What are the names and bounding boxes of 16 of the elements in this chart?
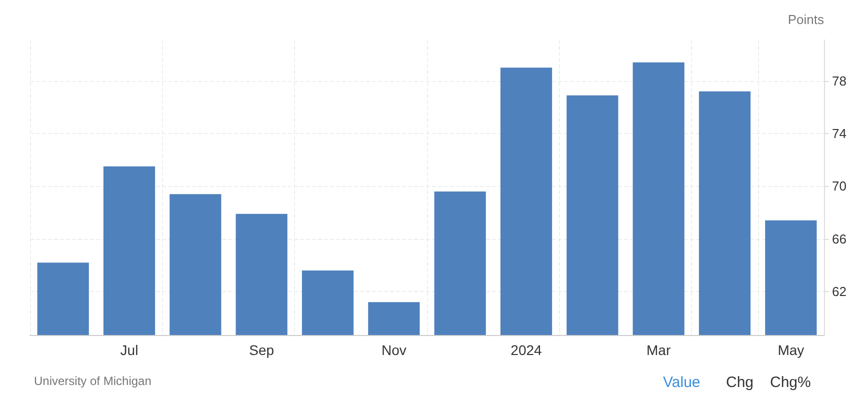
x-tick-label: Nov [381, 342, 406, 358]
y-tick-label: 74 [832, 126, 846, 142]
y-tick-label: 70 [832, 178, 846, 194]
text: Chg [726, 374, 754, 391]
text: University of Michigan [34, 374, 152, 388]
x-tick-label: Sep [249, 342, 274, 358]
y-axis-title: Points [788, 12, 824, 27]
y-tick-label: 62 [832, 284, 846, 300]
text: Chg% [770, 374, 811, 391]
y-tick-label: 66 [832, 231, 846, 246]
text: Value [663, 374, 700, 391]
x-tick-label: Mar [646, 342, 671, 358]
x-tick-label: Jul [120, 342, 138, 358]
y-tick-label: 78 [832, 73, 846, 88]
x-tick-label: May [778, 342, 804, 358]
x-tick-label: 2024 [510, 342, 542, 358]
